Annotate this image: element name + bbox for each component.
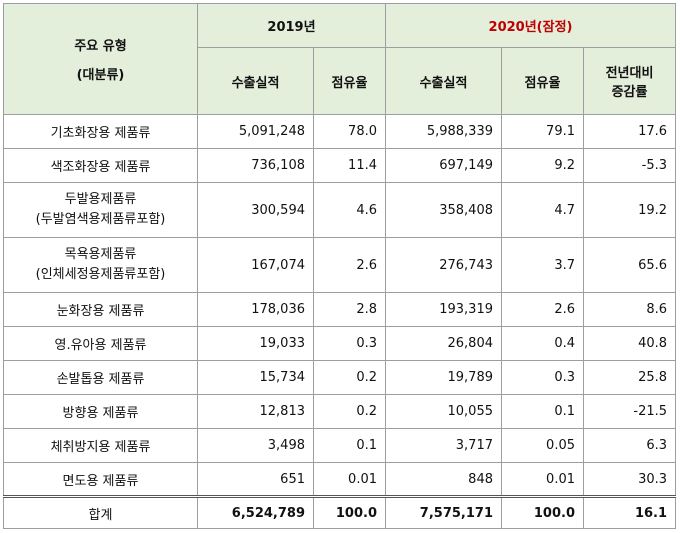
year-2019-header: 2019년 bbox=[197, 3, 386, 48]
type-cell: 기초화장용 제품류 bbox=[3, 114, 198, 149]
growth-cell: 8.6 bbox=[582, 292, 677, 327]
export-2019-cell: 15,734 bbox=[197, 360, 314, 395]
total-growth: 16.1 bbox=[582, 495, 677, 529]
table-row: 영.유아용 제품류 19,033 0.3 26,804 0.4 40.8 bbox=[3, 326, 677, 361]
export-table: 주요 유형 (대분류) 2019년 2020년(잠정) 수출실적 점유율 수출실… bbox=[3, 3, 677, 529]
table-row: 두발용제품류 (두발염색용제품류포함) 300,594 4.6 358,408 … bbox=[3, 182, 677, 238]
share-2020-cell: 0.4 bbox=[501, 326, 584, 361]
type-cell: 목욕용제품류 (인체세정용제품류포함) bbox=[3, 237, 198, 293]
export-2019-cell: 300,594 bbox=[197, 182, 314, 238]
share-2020-cell: 0.01 bbox=[501, 462, 584, 497]
growth-cell: -21.5 bbox=[582, 394, 677, 429]
type-header-line1: 주요 유형 bbox=[74, 39, 127, 54]
table-row: 색조화장용 제품류 736,108 11.4 697,149 9.2 -5.3 bbox=[3, 148, 677, 183]
share-2020-cell: 3.7 bbox=[501, 237, 584, 293]
export-2020-cell: 848 bbox=[385, 462, 502, 497]
share-2019-cell: 11.4 bbox=[313, 148, 386, 183]
export-2019-cell: 178,036 bbox=[197, 292, 314, 327]
growth-cell: 6.3 bbox=[582, 428, 677, 463]
share-2019-cell: 0.1 bbox=[313, 428, 386, 463]
share-2020-cell: 9.2 bbox=[501, 148, 584, 183]
type-header: 주요 유형 (대분류) bbox=[3, 3, 198, 115]
share-2020-cell: 79.1 bbox=[501, 114, 584, 149]
share-2020-cell: 4.7 bbox=[501, 182, 584, 238]
type-cell: 손발톱용 제품류 bbox=[3, 360, 198, 395]
table-row: 목욕용제품류 (인체세정용제품류포함) 167,074 2.6 276,743 … bbox=[3, 237, 677, 293]
type-cell: 면도용 제품류 bbox=[3, 462, 198, 497]
type-cell: 두발용제품류 (두발염색용제품류포함) bbox=[3, 182, 198, 238]
export-2019-cell: 5,091,248 bbox=[197, 114, 314, 149]
export-2019-cell: 12,813 bbox=[197, 394, 314, 429]
total-row: 합계 6,524,789 100.0 7,575,171 100.0 16.1 bbox=[3, 495, 677, 529]
table-row: 체취방지용 제품류 3,498 0.1 3,717 0.05 6.3 bbox=[3, 428, 677, 463]
growth-cell: 19.2 bbox=[582, 182, 677, 238]
growth-header: 전년대비 증감률 bbox=[582, 47, 677, 115]
growth-header-line1: 전년대비 bbox=[605, 66, 654, 81]
growth-cell: 17.6 bbox=[582, 114, 677, 149]
export-2020-cell: 3,717 bbox=[385, 428, 502, 463]
type-line2: (인체세정용제품류포함) bbox=[35, 267, 166, 282]
year-2020-header: 2020년(잠정) bbox=[384, 3, 677, 48]
growth-cell: 30.3 bbox=[582, 462, 677, 497]
share-2020-header: 점유율 bbox=[501, 47, 584, 115]
export-2019-cell: 651 bbox=[197, 462, 314, 497]
share-2020-cell: 0.1 bbox=[501, 394, 584, 429]
growth-cell: -5.3 bbox=[582, 148, 677, 183]
share-2019-cell: 78.0 bbox=[313, 114, 386, 149]
share-2019-header: 점유율 bbox=[313, 47, 386, 115]
export-2020-header: 수출실적 bbox=[385, 47, 502, 115]
growth-cell: 65.6 bbox=[582, 237, 677, 293]
table-row: 방향용 제품류 12,813 0.2 10,055 0.1 -21.5 bbox=[3, 394, 677, 429]
share-2019-cell: 4.6 bbox=[313, 182, 386, 238]
export-2019-header: 수출실적 bbox=[197, 47, 314, 115]
type-cell: 방향용 제품류 bbox=[3, 394, 198, 429]
type-cell: 체취방지용 제품류 bbox=[3, 428, 198, 463]
export-2020-cell: 276,743 bbox=[385, 237, 502, 293]
share-2020-cell: 0.3 bbox=[501, 360, 584, 395]
share-2019-cell: 0.2 bbox=[313, 394, 386, 429]
export-2019-cell: 19,033 bbox=[197, 326, 314, 361]
export-2019-cell: 167,074 bbox=[197, 237, 314, 293]
share-2019-cell: 2.6 bbox=[313, 237, 386, 293]
table-row: 기초화장용 제품류 5,091,248 78.0 5,988,339 79.1 … bbox=[3, 114, 677, 149]
table-row: 눈화장용 제품류 178,036 2.8 193,319 2.6 8.6 bbox=[3, 292, 677, 327]
share-2019-cell: 0.3 bbox=[313, 326, 386, 361]
type-cell: 눈화장용 제품류 bbox=[3, 292, 198, 327]
export-2020-cell: 26,804 bbox=[385, 326, 502, 361]
export-2019-cell: 736,108 bbox=[197, 148, 314, 183]
header-row-year: 주요 유형 (대분류) 2019년 2020년(잠정) bbox=[3, 3, 677, 115]
export-2020-cell: 10,055 bbox=[385, 394, 502, 429]
share-2020-cell: 0.05 bbox=[501, 428, 584, 463]
growth-header-line2: 증감률 bbox=[611, 85, 648, 100]
export-2020-cell: 697,149 bbox=[385, 148, 502, 183]
total-share-2020: 100.0 bbox=[501, 495, 584, 529]
total-share-2019: 100.0 bbox=[313, 495, 386, 529]
total-label: 합계 bbox=[3, 495, 198, 529]
share-2019-cell: 0.2 bbox=[313, 360, 386, 395]
share-2019-cell: 2.8 bbox=[313, 292, 386, 327]
growth-cell: 25.8 bbox=[582, 360, 677, 395]
table-row: 면도용 제품류 651 0.01 848 0.01 30.3 bbox=[3, 462, 677, 497]
export-2020-cell: 193,319 bbox=[385, 292, 502, 327]
export-2020-cell: 19,789 bbox=[385, 360, 502, 395]
type-header-line2: (대분류) bbox=[76, 68, 125, 83]
share-2020-cell: 2.6 bbox=[501, 292, 584, 327]
table-row: 손발톱용 제품류 15,734 0.2 19,789 0.3 25.8 bbox=[3, 360, 677, 395]
type-line2: (두발염색용제품류포함) bbox=[35, 212, 166, 227]
export-2020-cell: 5,988,339 bbox=[385, 114, 502, 149]
type-cell: 영.유아용 제품류 bbox=[3, 326, 198, 361]
total-export-2019: 6,524,789 bbox=[197, 495, 314, 529]
type-line1: 두발용제품류 bbox=[64, 192, 137, 207]
growth-cell: 40.8 bbox=[582, 326, 677, 361]
header-row-sub: 수출실적 점유율 수출실적 점유율 전년대비 증감률 bbox=[4, 47, 677, 115]
type-cell: 색조화장용 제품류 bbox=[3, 148, 198, 183]
export-2020-cell: 358,408 bbox=[385, 182, 502, 238]
total-export-2020: 7,575,171 bbox=[385, 495, 502, 529]
export-2019-cell: 3,498 bbox=[197, 428, 314, 463]
type-line1: 목욕용제품류 bbox=[64, 247, 137, 262]
share-2019-cell: 0.01 bbox=[313, 462, 386, 497]
